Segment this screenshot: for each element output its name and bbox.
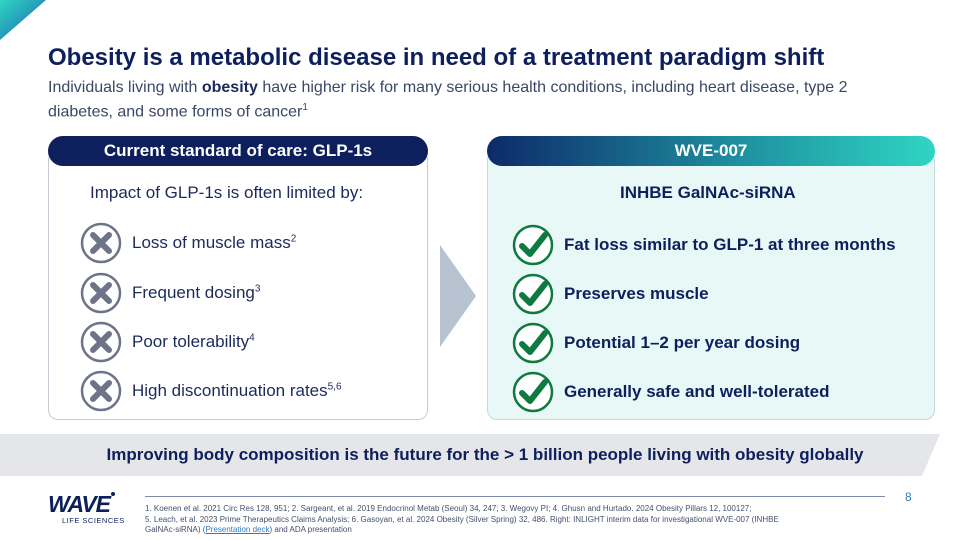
references: 1. Koenen et al. 2021 Circ Res 128, 951;… (145, 504, 885, 536)
limitation-item: Frequent dosing3 (80, 272, 260, 314)
banner-background (0, 434, 940, 476)
x-circle-icon (80, 222, 122, 264)
benefit-item: Potential 1–2 per year dosing (512, 322, 800, 364)
wve-007-panel (487, 150, 935, 420)
wve-007-header: WVE-007 (487, 136, 935, 166)
check-circle-icon (512, 273, 554, 315)
conclusion-text: Improving body composition is the future… (106, 445, 864, 464)
limitation-item: Poor tolerability4 (80, 321, 255, 363)
standard-of-care-header: Current standard of care: GLP-1s (48, 136, 428, 166)
limitation-item: Loss of muscle mass2 (80, 222, 296, 264)
page-number: 8 (905, 490, 912, 504)
chevron-right-arrow-icon (440, 245, 476, 347)
presentation-deck-link[interactable]: Presentation deck (205, 525, 270, 534)
logo-wordmark: WAVE (48, 492, 130, 516)
check-circle-icon (512, 322, 554, 364)
reference-line: 1. Koenen et al. 2021 Circ Res 128, 951;… (145, 504, 752, 513)
subtitle-emphasis: obesity (201, 79, 258, 96)
logo-subtitle: LIFE SCIENCES (62, 516, 125, 525)
limitation-label: High discontinuation rates5,6 (132, 381, 342, 400)
subtitle-footnote: 1 (302, 102, 308, 113)
benefit-label: Potential 1–2 per year dosing (564, 333, 801, 352)
conclusion-banner: Improving body composition is the future… (0, 434, 940, 476)
limitation-label: Frequent dosing3 (132, 283, 261, 302)
reference-line: GalNAc-siRNA) (Presentation deck) and AD… (145, 525, 352, 534)
benefit-label: Preserves muscle (564, 284, 709, 303)
wave-logo: WAVE LIFE SCIENCES (48, 492, 130, 528)
wve-007-heading: INHBE GalNAc-siRNA (620, 183, 796, 202)
limitation-label: Poor tolerability4 (132, 332, 255, 351)
limitation-label: Loss of muscle mass2 (132, 233, 297, 252)
check-circle-icon (512, 371, 554, 413)
benefit-item: Preserves muscle (512, 273, 709, 315)
x-circle-icon (80, 272, 122, 314)
x-circle-icon (80, 321, 122, 363)
benefit-item: Fat loss similar to GLP-1 at three month… (512, 224, 896, 266)
page-title: Obesity is a metabolic disease in need o… (48, 44, 825, 71)
benefit-label: Generally safe and well-tolerated (564, 382, 830, 401)
benefit-item: Generally safe and well-tolerated (512, 371, 829, 413)
check-circle-icon (512, 224, 554, 266)
limitation-item: High discontinuation rates5,6 (80, 370, 342, 412)
footer-divider (145, 496, 885, 497)
x-circle-icon (80, 370, 122, 412)
benefit-label: Fat loss similar to GLP-1 at three month… (564, 235, 896, 254)
page-subtitle: Individuals living with obesity have hig… (48, 79, 848, 121)
reference-line: 5. Leach, et al. 2023 Prime Therapeutics… (145, 514, 779, 524)
corner-accent (0, 0, 46, 40)
limitations-heading: Impact of GLP-1s is often limited by: (90, 183, 364, 202)
